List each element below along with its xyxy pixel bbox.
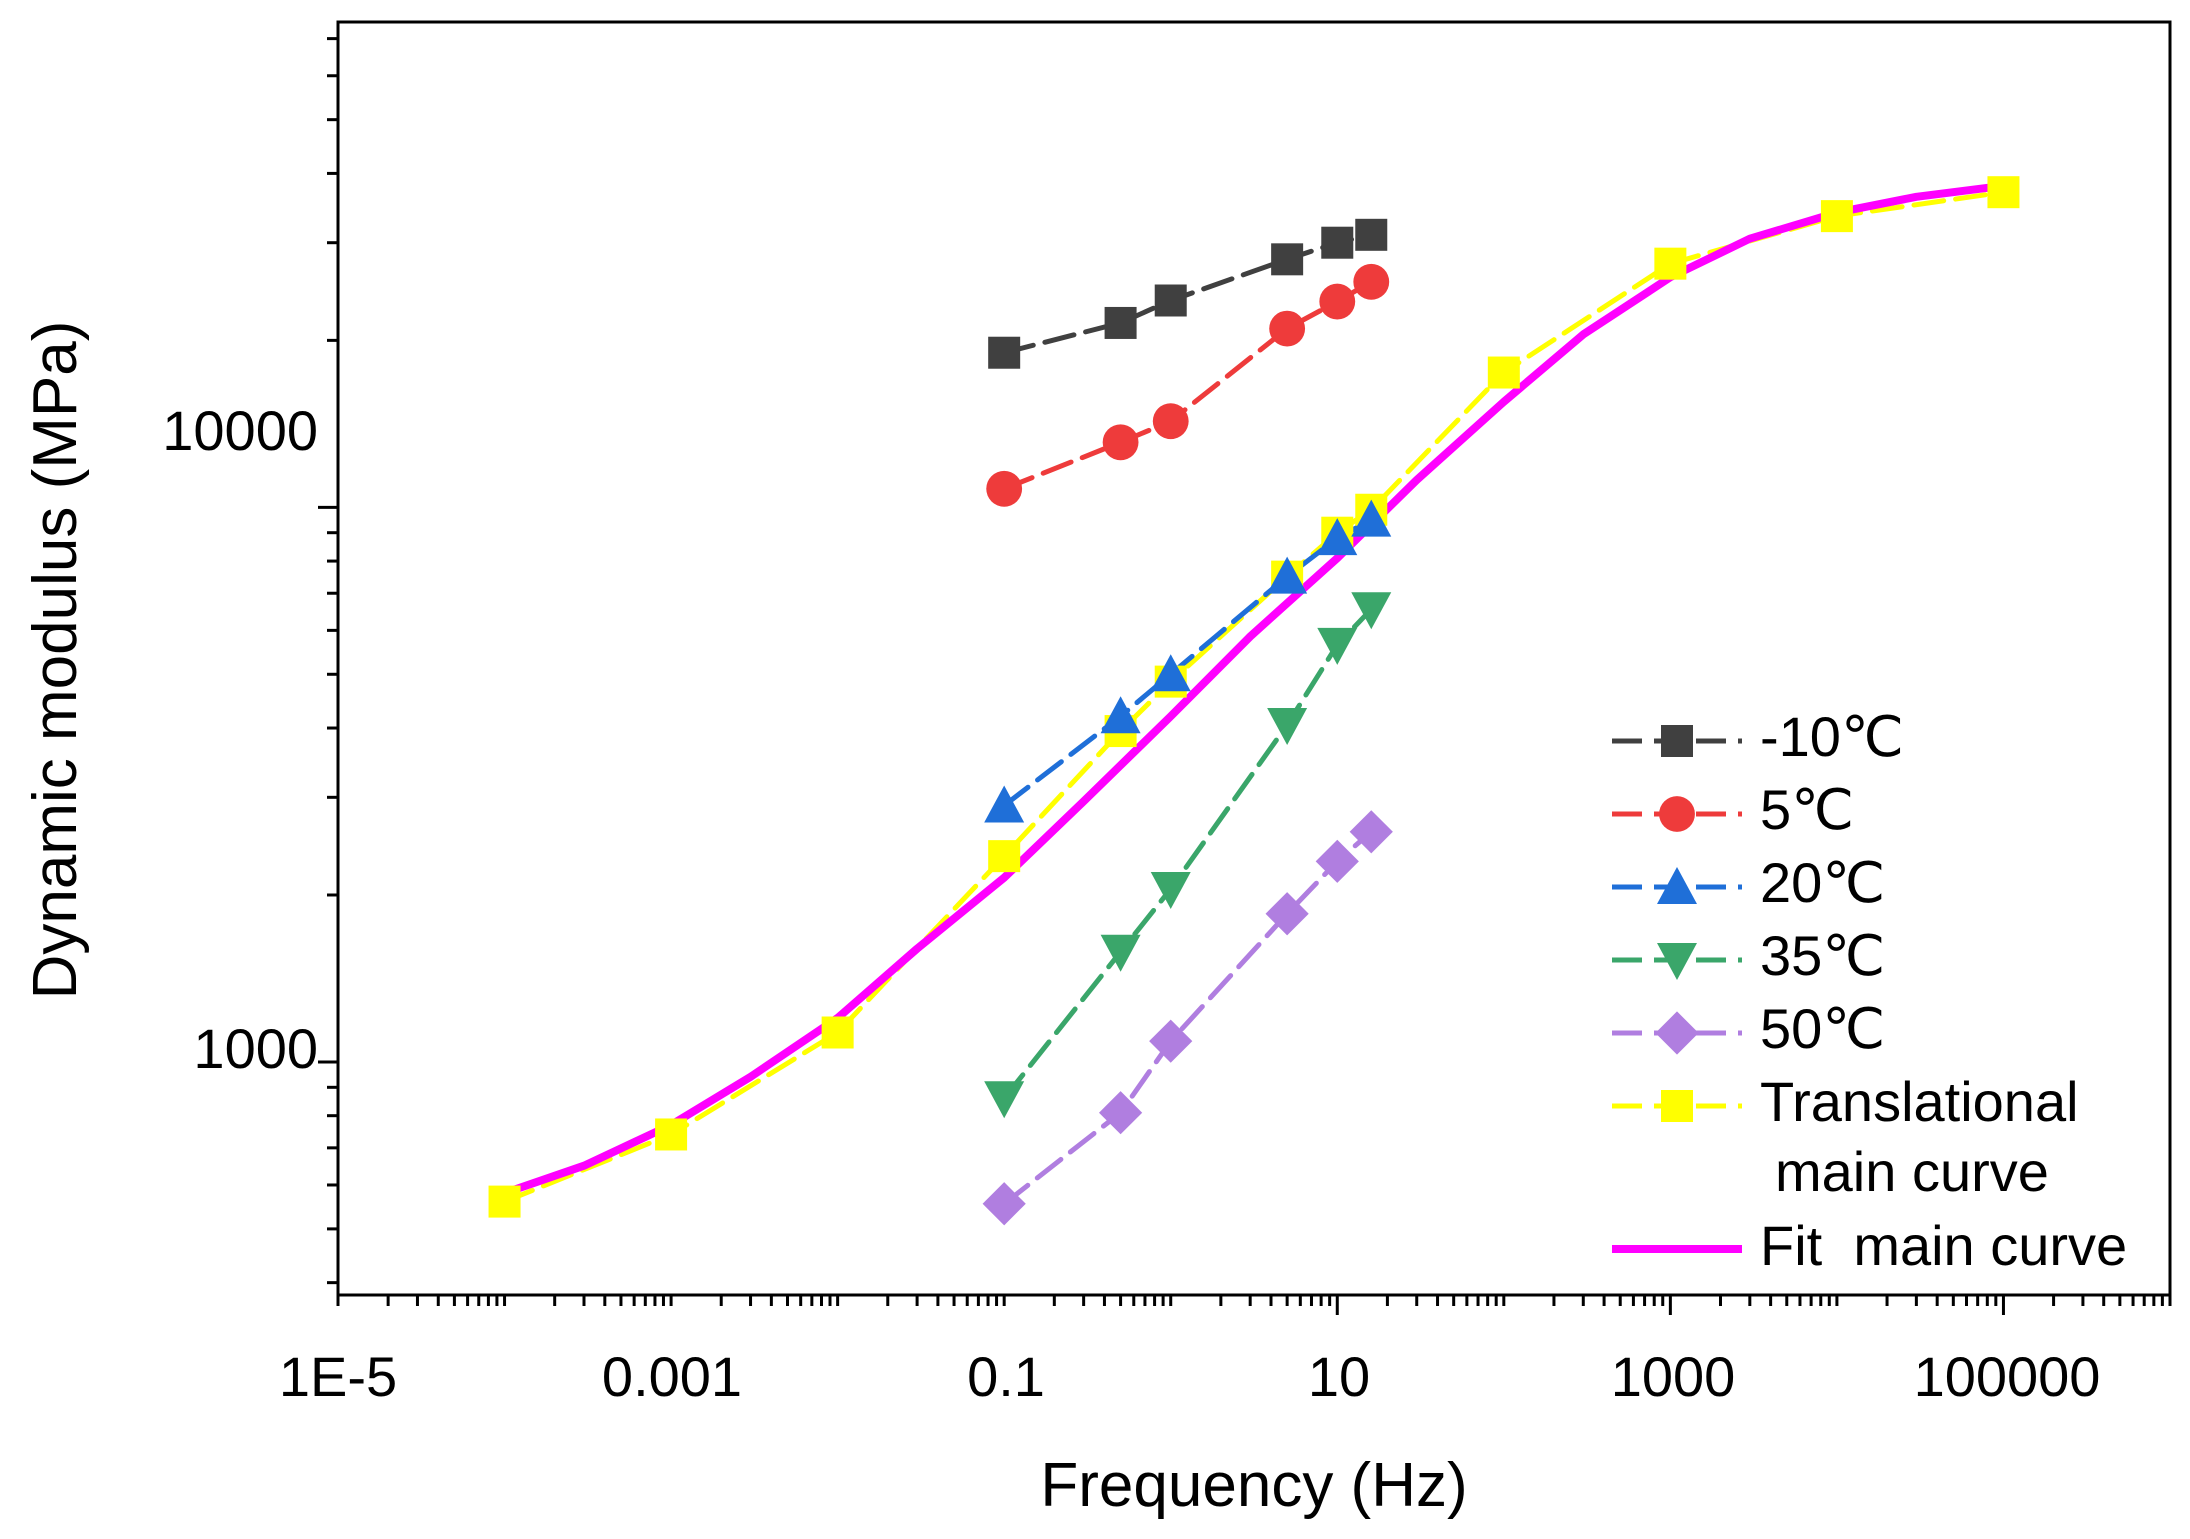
- legend-swatch-marker-translational: [1661, 1090, 1693, 1122]
- data-point-translational: [1987, 176, 2020, 209]
- legend-swatch-marker-20c: [1657, 867, 1697, 904]
- x-tick-label: 1000: [1611, 1345, 1736, 1408]
- data-point-translational: [1487, 356, 1520, 389]
- data-point-5c: [986, 470, 1023, 507]
- data-point-minus10c: [1355, 218, 1388, 251]
- data-point-50c: [1349, 810, 1393, 854]
- data-point-50c: [1098, 1091, 1143, 1135]
- data-point-translational: [1820, 200, 1853, 233]
- data-point-35c: [1351, 592, 1392, 630]
- plot-frame: [336, 20, 2172, 1297]
- legend-swatch-marker-5c: [1659, 796, 1695, 832]
- data-point-translational: [821, 1016, 854, 1049]
- legend-swatch-marker-50c: [1655, 1011, 1699, 1055]
- data-point-minus10c: [1104, 306, 1137, 339]
- x-tick-label: 100000: [1914, 1345, 2101, 1408]
- series-line-fit: [500, 181, 2008, 1198]
- data-point-20c: [1351, 499, 1392, 537]
- data-point-35c: [984, 1081, 1025, 1119]
- data-point-5c: [1152, 403, 1189, 440]
- data-point-translational: [988, 840, 1021, 873]
- data-point-minus10c: [1154, 284, 1187, 317]
- series-markers: [488, 176, 2020, 1226]
- data-point-5c: [1102, 424, 1139, 461]
- legend-swatch-marker-minus10c: [1661, 725, 1693, 757]
- data-point-translational: [1654, 247, 1687, 280]
- data-point-minus10c: [1321, 226, 1354, 259]
- legend-swatch-marker-35c: [1657, 943, 1697, 980]
- data-point-20c: [1150, 654, 1191, 692]
- data-point-50c: [1265, 892, 1309, 936]
- data-point-5c: [1269, 310, 1306, 347]
- legend-label-translational-line: Translational: [1760, 1070, 2079, 1133]
- legend-label-35c: 35℃: [1760, 924, 1885, 987]
- y-tick-label: 10000: [162, 399, 318, 462]
- data-point-50c: [1315, 839, 1359, 883]
- data-point-35c: [1150, 872, 1191, 910]
- data-point-minus10c: [1271, 243, 1304, 276]
- x-tick-label: 1E-5: [279, 1345, 397, 1408]
- data-point-minus10c: [988, 336, 1021, 369]
- legend-label-50c: 50℃: [1760, 997, 1885, 1060]
- y-tick-label: 1000: [193, 1017, 318, 1080]
- x-tick-label: 0.1: [967, 1345, 1045, 1408]
- data-point-50c: [982, 1182, 1026, 1226]
- data-point-20c: [1100, 696, 1141, 734]
- axis-ticks: [318, 37, 2172, 1315]
- data-point-translational: [488, 1185, 521, 1218]
- x-tick-label: 0.001: [602, 1345, 742, 1408]
- legend-label-translational-line: main curve: [1775, 1140, 2049, 1203]
- data-point-5c: [1319, 283, 1356, 320]
- legend-label-translational: Translational main curve: [1760, 1070, 2094, 1203]
- data-point-35c: [1100, 934, 1141, 972]
- x-axis-title: Frequency (Hz): [1040, 1451, 1467, 1520]
- data-point-20c: [984, 785, 1025, 823]
- legend-label-fit: Fit main curve: [1760, 1214, 2127, 1277]
- y-axis-title: Dynamic modulus (MPa): [21, 321, 90, 1000]
- data-point-5c: [1353, 263, 1390, 300]
- legend-label-minus10c: -10℃: [1760, 705, 1904, 768]
- data-point-20c: [1267, 556, 1308, 594]
- data-point-50c: [1149, 1019, 1193, 1063]
- data-point-35c: [1317, 627, 1358, 665]
- x-tick-label: 10: [1308, 1345, 1370, 1408]
- legend: -10℃ 5℃ 20℃ 35℃ 50℃ Translational main c…: [1612, 705, 2127, 1277]
- data-point-35c: [1267, 708, 1308, 746]
- legend-label-5c: 5℃: [1760, 778, 1854, 841]
- legend-label-20c: 20℃: [1760, 851, 1885, 914]
- data-point-20c: [1317, 518, 1358, 556]
- data-point-translational: [655, 1118, 688, 1151]
